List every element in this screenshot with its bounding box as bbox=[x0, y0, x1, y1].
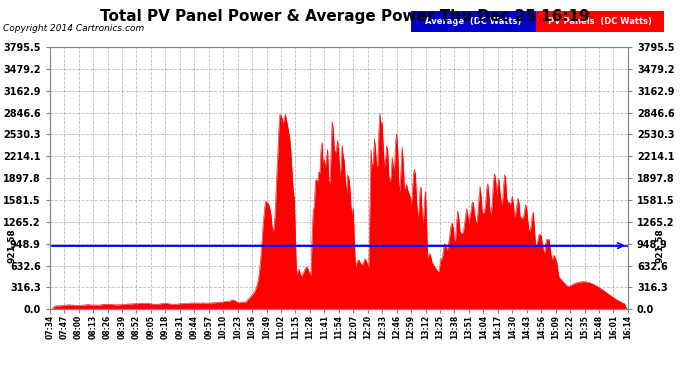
Text: Average  (DC Watts): Average (DC Watts) bbox=[425, 17, 522, 26]
Text: Copyright 2014 Cartronics.com: Copyright 2014 Cartronics.com bbox=[3, 24, 145, 33]
Text: 921.58: 921.58 bbox=[8, 228, 17, 263]
Text: PV Panels  (DC Watts): PV Panels (DC Watts) bbox=[548, 17, 652, 26]
Text: Total PV Panel Power & Average Power Thu Dec 25 16:19: Total PV Panel Power & Average Power Thu… bbox=[100, 9, 590, 24]
Text: 921.58: 921.58 bbox=[656, 228, 664, 263]
